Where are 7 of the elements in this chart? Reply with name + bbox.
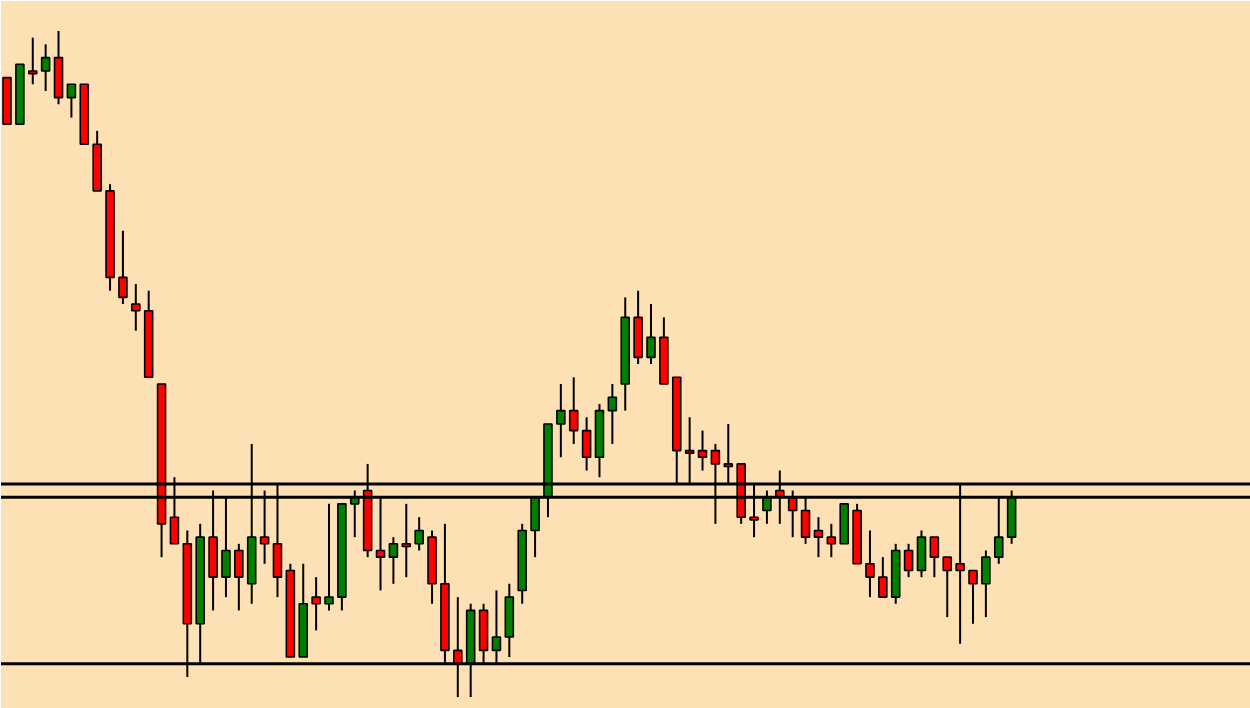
candlestick [594,402,605,479]
candlestick [916,529,927,579]
candlestick [607,382,618,445]
candlestick [504,582,515,659]
candlestick [697,429,708,472]
candlestick [53,30,64,106]
candlestick [813,516,824,559]
